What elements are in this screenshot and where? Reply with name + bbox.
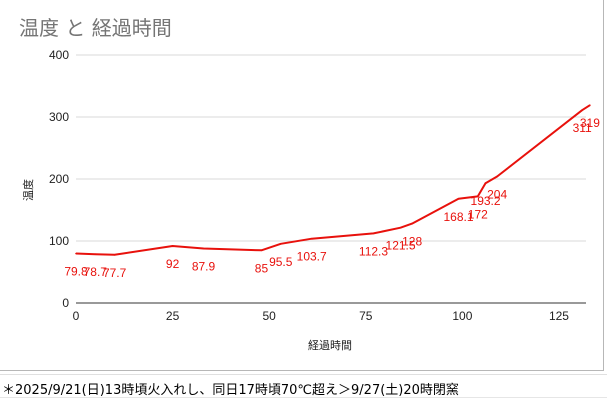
data-label: 92 bbox=[166, 257, 180, 271]
data-point bbox=[279, 242, 282, 245]
footnote-row: ＊2025/9/21(日)13時頃火入れし、同日17時頃70℃超え＞9/27(土… bbox=[0, 374, 607, 403]
data-label: 78.7 bbox=[84, 265, 108, 279]
data-label: 319 bbox=[580, 116, 600, 130]
data-label: 311 bbox=[573, 121, 592, 135]
chart-frame: 温度 と 経過時間 bbox=[0, 0, 604, 371]
y-tick-label: 400 bbox=[49, 48, 69, 62]
data-point bbox=[589, 104, 591, 107]
data-point bbox=[171, 245, 174, 247]
data-point bbox=[399, 226, 402, 229]
chart-title: 温度 と 経過時間 bbox=[19, 16, 172, 40]
data-label: 79.8 bbox=[64, 265, 88, 279]
x-tick-label: 50 bbox=[263, 309, 277, 323]
x-tick-label: 125 bbox=[549, 309, 569, 323]
data-point bbox=[75, 252, 77, 255]
line-chart: 0 100 200 300 400 0 25 50 75 100 125 79.878.777.7 9… bbox=[21, 48, 600, 352]
data-point bbox=[496, 175, 498, 178]
data-label: 77.7 bbox=[103, 266, 127, 280]
data-label: 204 bbox=[487, 188, 507, 202]
y-tick-label: 300 bbox=[49, 110, 69, 124]
tick-labels: 0 100 200 300 400 0 25 50 75 100 125 bbox=[49, 48, 569, 323]
x-tick-label: 0 bbox=[73, 309, 80, 323]
data-label: 112.3 bbox=[359, 244, 388, 258]
series-line bbox=[75, 104, 591, 256]
x-tick-label: 25 bbox=[166, 309, 180, 323]
data-point bbox=[411, 222, 413, 225]
data-point bbox=[310, 237, 313, 240]
y-tick-label: 200 bbox=[49, 172, 69, 186]
x-axis-title: 経過時間 bbox=[308, 339, 352, 352]
data-series bbox=[75, 104, 591, 256]
gridlines bbox=[76, 54, 586, 242]
data-label: 95.5 bbox=[269, 255, 293, 269]
y-axis-title: 温度 bbox=[21, 179, 35, 201]
data-point bbox=[477, 195, 479, 198]
y-tick-label: 100 bbox=[49, 234, 69, 248]
data-label: 87.9 bbox=[192, 260, 216, 274]
y-tick-label: 0 bbox=[62, 296, 69, 310]
data-point bbox=[581, 109, 583, 111]
data-point bbox=[372, 232, 375, 235]
data-point bbox=[113, 254, 116, 256]
data-label: 85 bbox=[255, 261, 269, 275]
data-labels: 79.878.777.792 87.9 85 95.5 103.7 112.3121.51… bbox=[64, 116, 600, 280]
x-tick-label: 75 bbox=[359, 309, 373, 323]
footnote: ＊2025/9/21(日)13時頃火入れし、同日17時頃70℃超え＞9/27(土… bbox=[2, 383, 459, 398]
sheet-gridline bbox=[0, 397, 607, 398]
x-tick-label: 100 bbox=[452, 309, 472, 323]
data-point bbox=[260, 249, 263, 252]
data-label: 193.2 bbox=[471, 194, 501, 208]
data-point bbox=[457, 197, 460, 200]
data-label: 128 bbox=[402, 235, 422, 249]
data-label: 121.5 bbox=[386, 239, 416, 253]
data-label: 172 bbox=[468, 207, 488, 221]
data-label: 103.7 bbox=[297, 250, 327, 264]
data-point bbox=[484, 182, 487, 185]
data-point bbox=[202, 247, 205, 250]
data-point bbox=[94, 253, 97, 256]
data-label: 168.1 bbox=[443, 210, 473, 224]
